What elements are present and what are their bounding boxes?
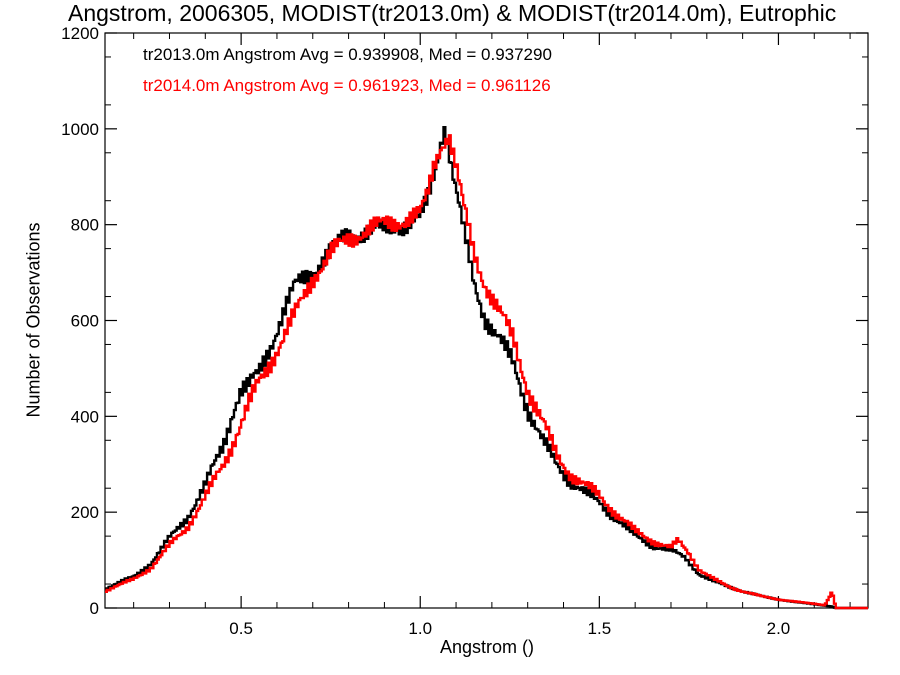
x-tick-label: 0.5 [229, 619, 253, 638]
y-tick-label: 0 [90, 599, 99, 618]
x-axis-label: Angstrom () [439, 637, 535, 657]
y-tick-label: 1000 [61, 120, 99, 139]
y-tick-label: 600 [71, 312, 99, 331]
y-tick-label: 1200 [61, 24, 99, 43]
x-tick-label: 1.0 [408, 619, 432, 638]
chart-title: Angstrom, 2006305, MODIST(tr2013.0m) & M… [68, 0, 837, 26]
y-tick-label: 800 [71, 216, 99, 235]
series-tr2013-line [105, 126, 868, 610]
y-tick-label: 400 [71, 407, 99, 426]
x-tick-label: 1.5 [588, 619, 612, 638]
x-tick-label: 2.0 [767, 619, 791, 638]
series-tr2014-line [105, 134, 868, 610]
y-tick-label: 200 [71, 503, 99, 522]
annotation-tr2013: tr2013.0m Angstrom Avg = 0.939908, Med =… [143, 45, 552, 64]
series-layer [105, 126, 868, 610]
annotation-tr2014: tr2014.0m Angstrom Avg = 0.961923, Med =… [143, 76, 551, 95]
axis-ticks: 0 200 400 600 800 1000 1200 0.5 1.0 1.5 2.0 [61, 24, 868, 638]
